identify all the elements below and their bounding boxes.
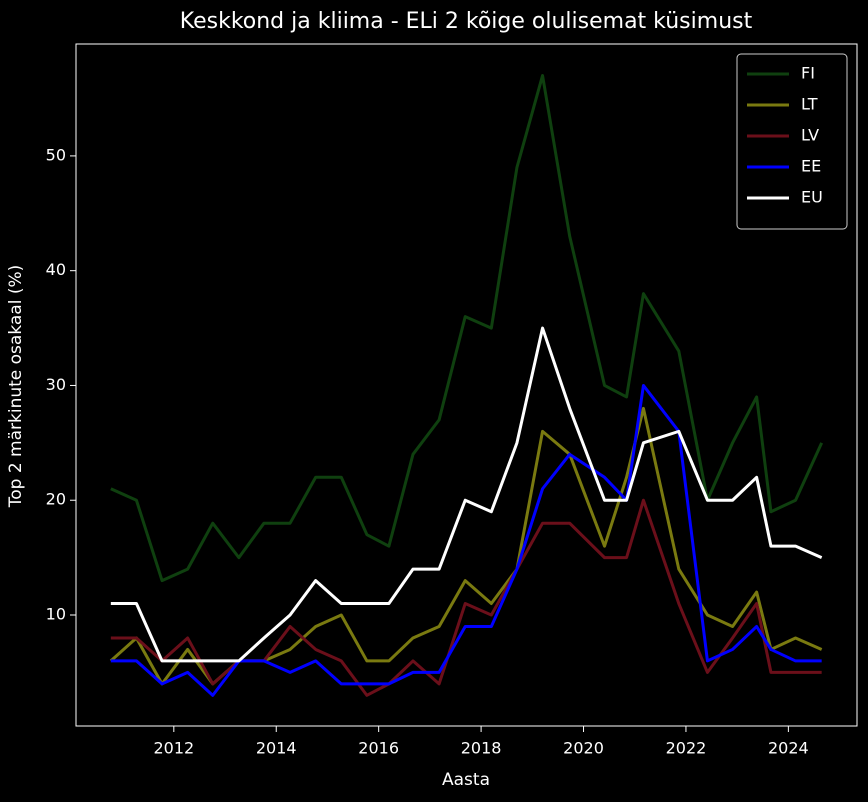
y-tick-label: 40 [46, 260, 66, 279]
x-tick-label: 2018 [461, 739, 502, 758]
y-axis-label: Top 2 märkinute osakaal (%) [6, 265, 26, 509]
y-tick-label: 20 [46, 490, 66, 509]
series-line [110, 383, 822, 697]
legend-label: EU [801, 188, 823, 207]
y-tick-label: 50 [46, 145, 66, 164]
series-line [110, 74, 824, 583]
legend-label: EE [801, 157, 821, 176]
x-axis-label: Aasta [442, 770, 490, 790]
series-line [110, 498, 822, 697]
x-tick-label: 2016 [358, 739, 399, 758]
x-tick-label: 2024 [768, 739, 809, 758]
x-tick-label: 2014 [256, 739, 297, 758]
legend-label: LV [801, 126, 819, 145]
x-tick-label: 2012 [153, 739, 194, 758]
legend-label: LT [801, 95, 818, 114]
x-tick-label: 2020 [563, 739, 604, 758]
chart-title: Keskkond ja kliima - ELi 2 kõige olulise… [180, 9, 753, 34]
y-tick-label: 30 [46, 375, 66, 394]
series-line [110, 326, 823, 663]
legend: FI LT LV EE EU [736, 53, 848, 230]
y-tick-label: 10 [46, 605, 66, 624]
legend-label: FI [801, 64, 815, 83]
legend-box [736, 53, 848, 230]
x-tick-label: 2022 [666, 739, 707, 758]
